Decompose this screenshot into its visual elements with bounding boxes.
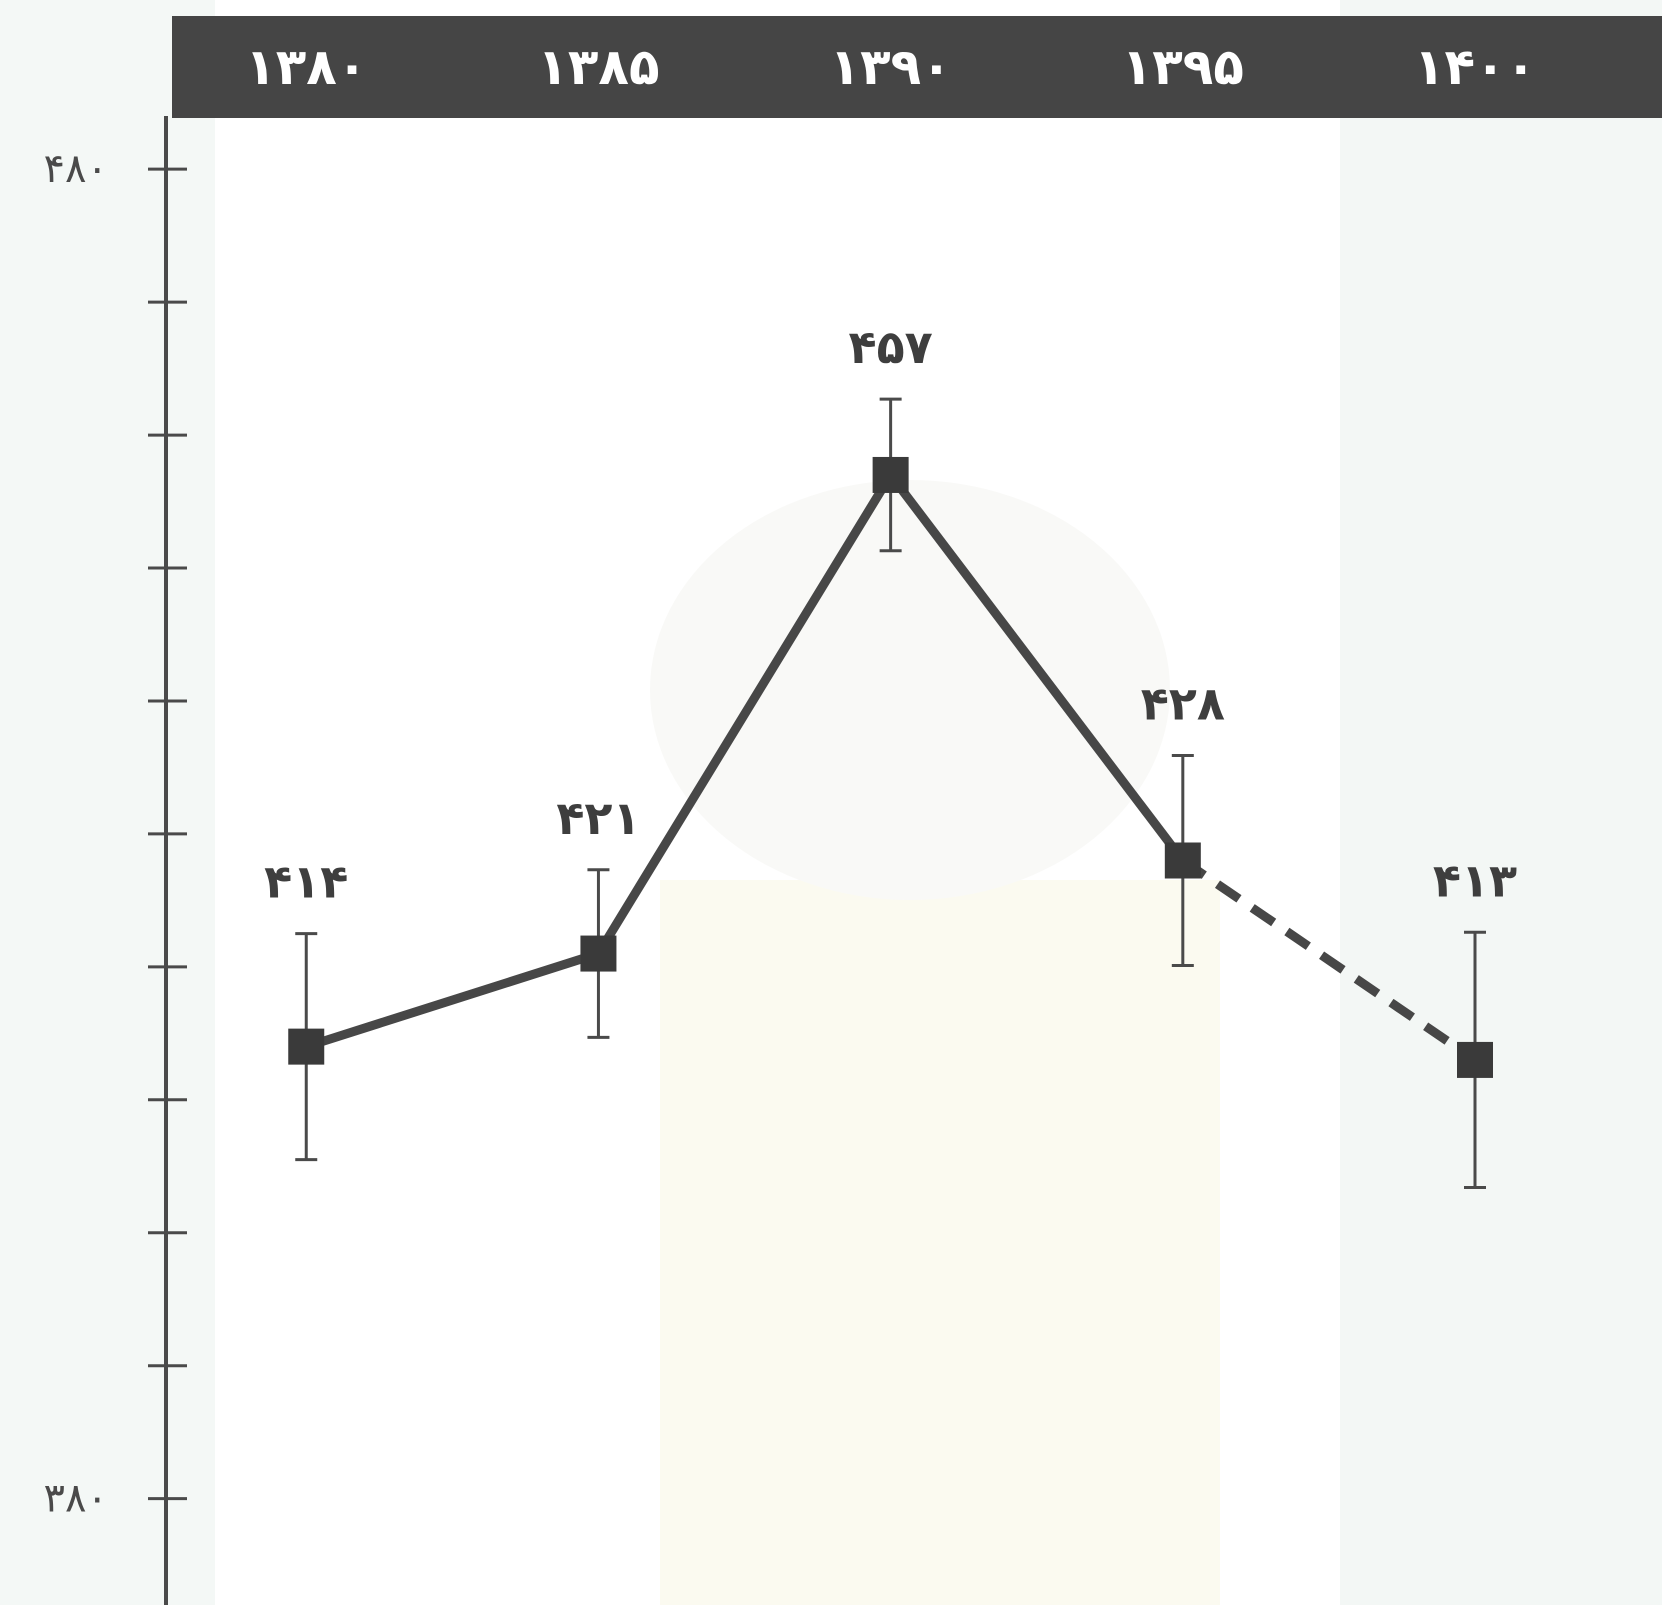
data-label: ۴۱۳ — [1433, 853, 1517, 907]
series-line-segment — [594, 472, 895, 956]
y-tick-label: ۳۸۰ — [44, 1476, 108, 1522]
data-point-marker — [872, 456, 909, 493]
backdrop-panel-right — [1340, 0, 1662, 1605]
backdrop-panel-left — [0, 0, 215, 1605]
y-tick-label: ۴۸۰ — [44, 146, 108, 192]
series-line-segment — [1180, 856, 1478, 1064]
x-tick-label: ۱۳۸۵ — [537, 38, 659, 96]
data-point-marker — [288, 1028, 325, 1065]
data-label: ۴۵۷ — [849, 320, 933, 374]
backdrop-page-shape — [660, 880, 1220, 1605]
data-point-marker — [580, 935, 617, 972]
series-line-segment — [304, 949, 600, 1051]
data-point-marker — [1457, 1041, 1493, 1078]
x-tick-label: ۱۳۹۰ — [830, 38, 952, 96]
x-tick-label: ۱۳۹۵ — [1122, 38, 1244, 96]
data-point-marker — [1164, 842, 1201, 879]
data-label: ۴۲۸ — [1141, 676, 1225, 730]
backdrop-figure-head — [650, 480, 1170, 900]
y-axis-ticks: ۳۸۰ ۴۸۰ — [44, 146, 187, 1522]
x-axis-ticks: ۱۳۸۰ ۱۳۸۵ ۱۳۹۰ ۱۳۹۵ ۱۴۰۰ — [245, 38, 1536, 96]
data-label: ۴۱۴ — [264, 855, 348, 909]
data-label: ۴۲۱ — [556, 791, 640, 845]
series-layer: ۴۱۴ ۴۲۱ ۴۵۷ ۴۲۸ ۴۱۳ — [264, 320, 1517, 1190]
x-axis-header-band — [172, 16, 1662, 118]
series-line-segment — [887, 472, 1187, 864]
x-tick-label: ۱۳۸۰ — [245, 38, 367, 96]
x-tick-label: ۱۴۰۰ — [1414, 38, 1536, 96]
